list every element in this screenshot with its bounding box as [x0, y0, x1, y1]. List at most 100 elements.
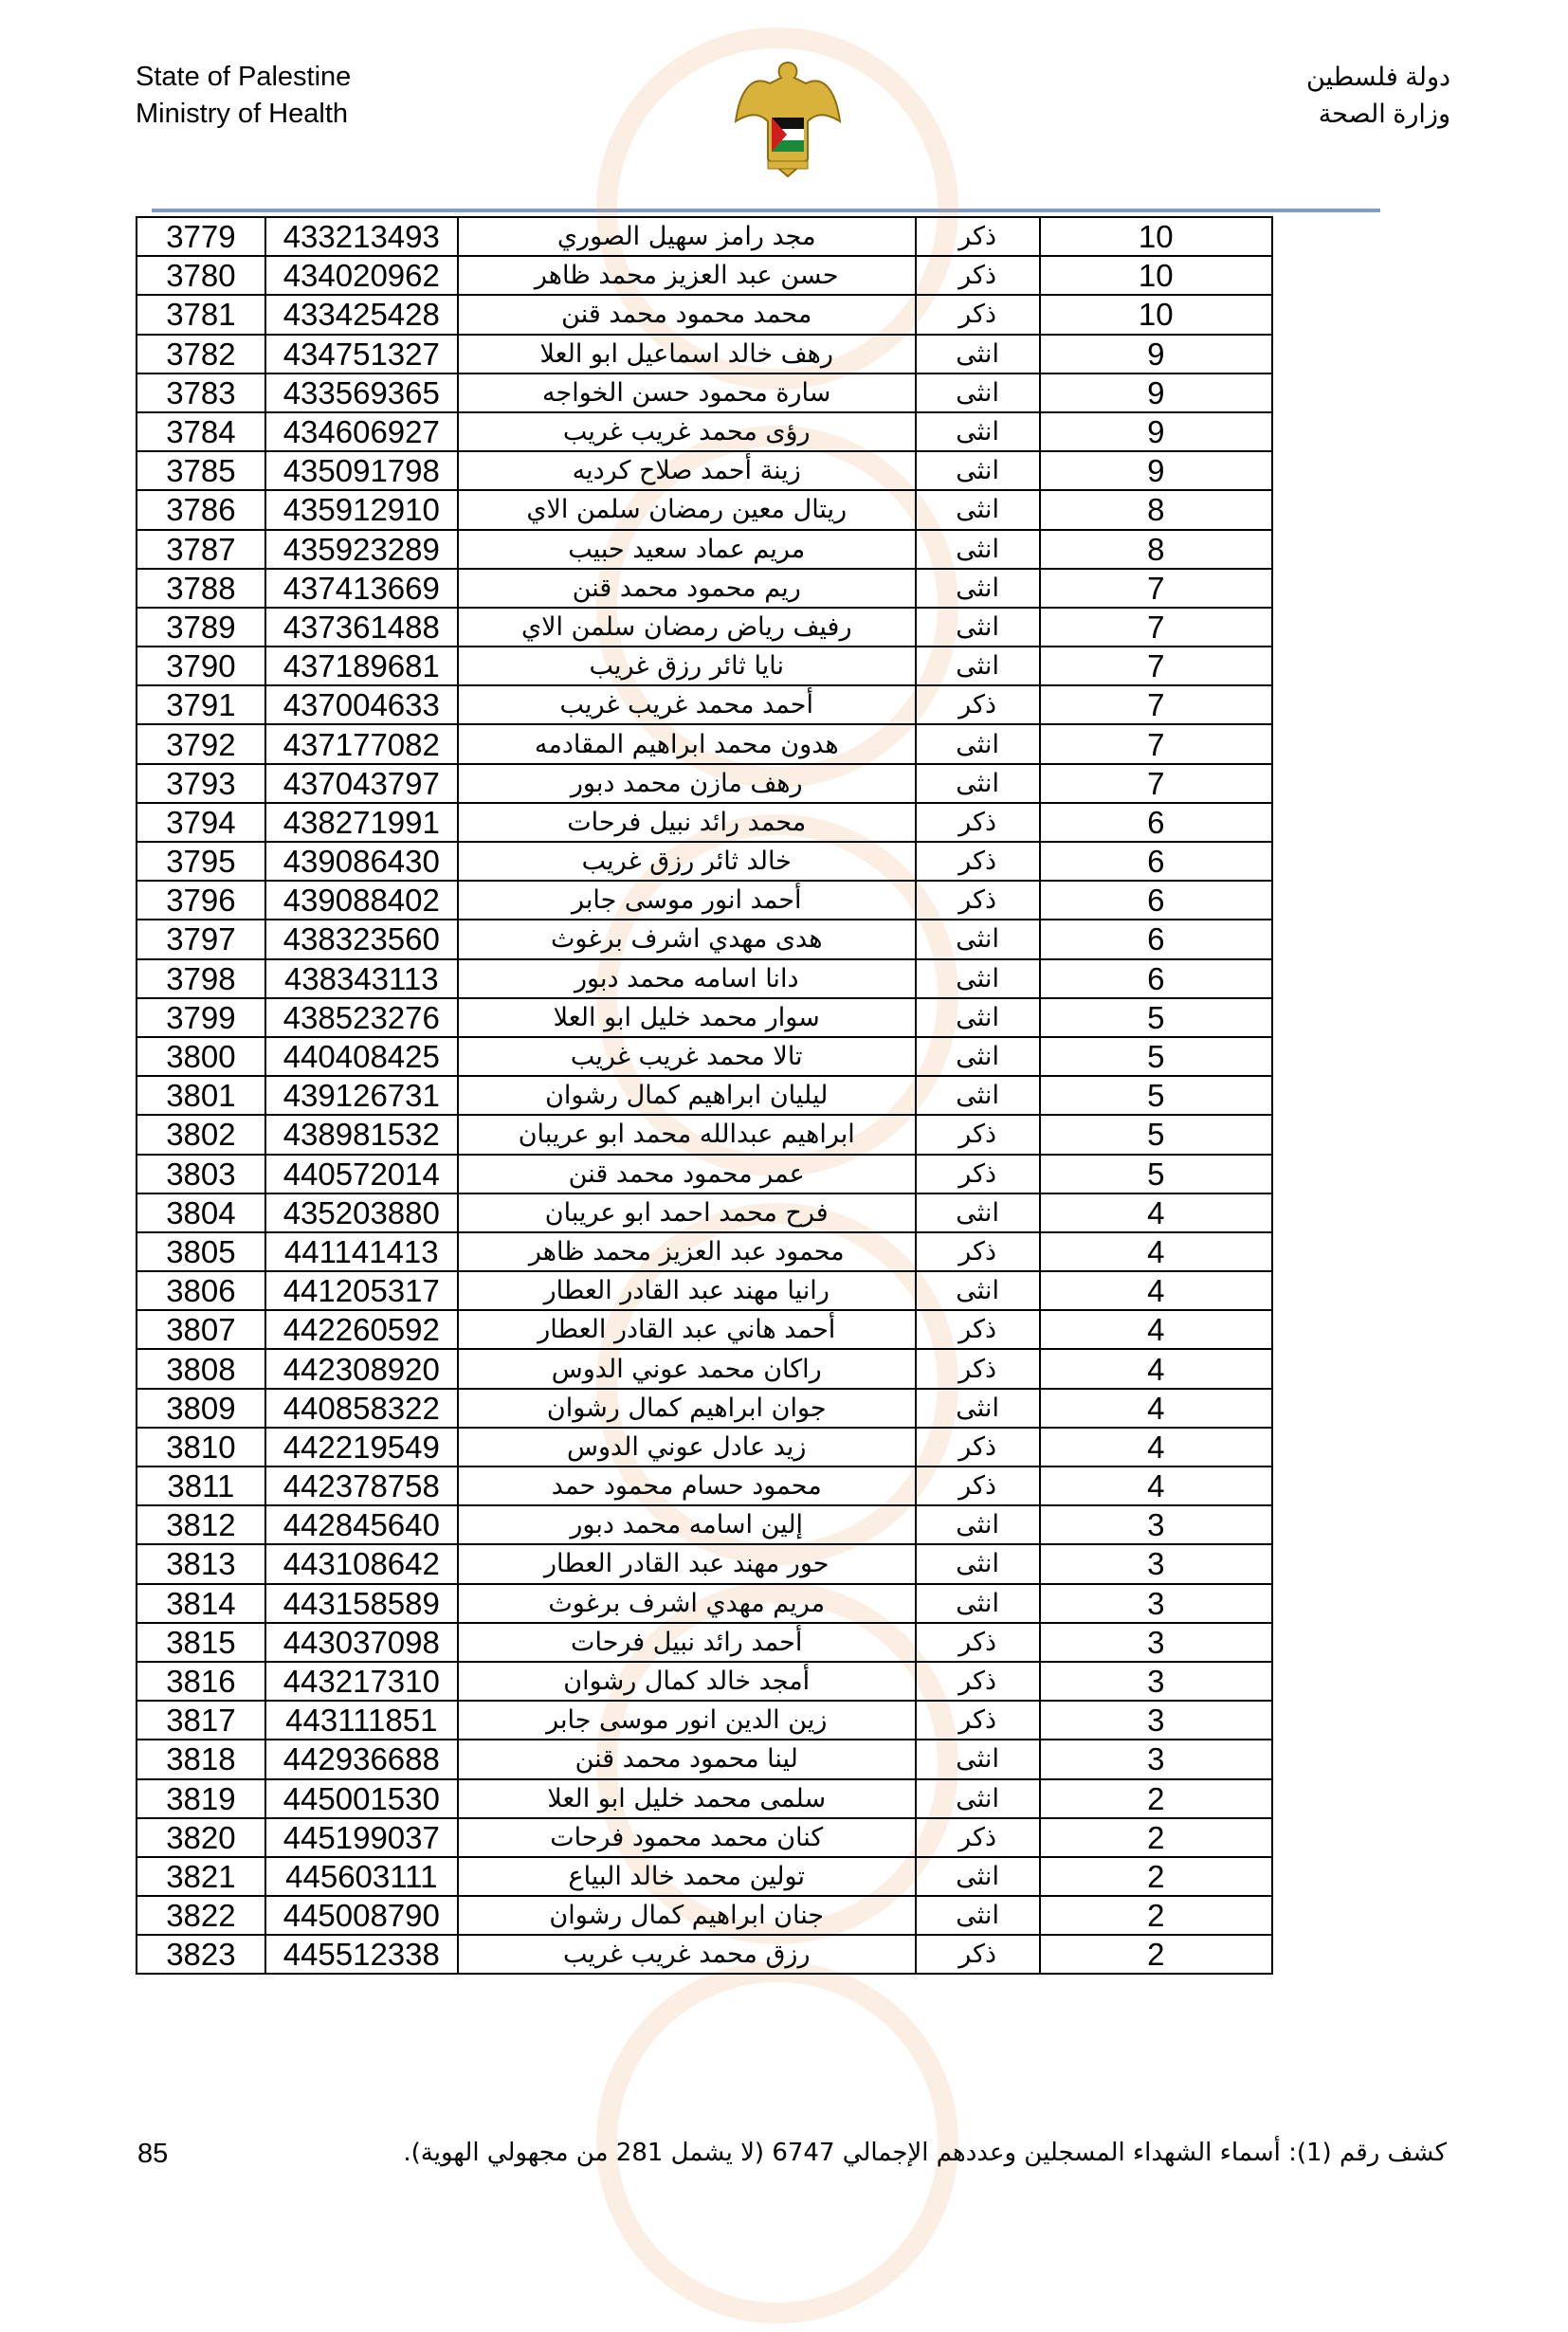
cell-name: ريتال معين رمضان سلمن الاي — [456, 489, 917, 531]
table-row: 3820 445199037 كنان محمد محمود فرحات ذكر 2 — [136, 1816, 1274, 1858]
cell-name: ابراهيم عبدالله محمد ابو عريبان — [456, 1114, 917, 1156]
cell-age: 5 — [1038, 996, 1274, 1038]
cell-gender: ذكر — [914, 840, 1041, 883]
cell-gender: انثى — [914, 1777, 1041, 1819]
cell-id: 442378758 — [264, 1465, 459, 1507]
table-row: 3785 435091798 زينة أحمد صلاح كرديه انثى 9 — [136, 450, 1274, 492]
cell-gender: انثى — [914, 1035, 1041, 1078]
cell-id: 433213493 — [264, 215, 459, 258]
cell-gender: انثى — [914, 450, 1041, 492]
cell-no: 3790 — [136, 646, 266, 687]
cell-no: 3806 — [136, 1270, 266, 1312]
cell-no: 3805 — [136, 1230, 266, 1273]
table-row: 3797 438323560 هدى مهدي اشرف برغوث انثى 6 — [136, 919, 1274, 960]
cell-age: 4 — [1038, 1309, 1274, 1351]
cell-age: 5 — [1038, 1035, 1274, 1078]
martyrs-table: 3779 433213493 مجد رامز سهيل الصوري ذكر 10 37… — [136, 215, 1274, 1976]
cell-age: 7 — [1038, 723, 1274, 765]
cell-gender: انثى — [914, 723, 1041, 765]
cell-no: 3792 — [136, 723, 266, 765]
table-row: 3784 434606927 رؤى محمد غريب غريب انثى 9 — [136, 410, 1274, 453]
cell-no: 3800 — [136, 1035, 266, 1078]
table-row: 3800 440408425 تالا محمد غريب غريب انثى 5 — [136, 1035, 1274, 1078]
cell-name: محمد رائد نبيل فرحات — [456, 801, 917, 844]
cell-id: 440572014 — [264, 1153, 459, 1194]
header-right: دولة فلسطين وزارة الصحة — [1306, 59, 1450, 133]
cell-name: تولين محمد خالد البياع — [456, 1855, 917, 1898]
cell-no: 3797 — [136, 919, 266, 960]
table-row: 3821 445603111 تولين محمد خالد البياع انثى 2 — [136, 1855, 1274, 1898]
cell-gender: انثى — [914, 489, 1041, 531]
cell-age: 5 — [1038, 1114, 1274, 1156]
cell-gender: انثى — [914, 762, 1041, 804]
cell-name: أحمد هاني عبد القادر العطار — [456, 1309, 917, 1351]
cell-no: 3816 — [136, 1660, 266, 1703]
cell-age: 10 — [1038, 294, 1274, 336]
cell-id: 440858322 — [264, 1387, 459, 1429]
cell-no: 3791 — [136, 684, 266, 726]
cell-gender: ذكر — [914, 1230, 1041, 1273]
cell-id: 437413669 — [264, 567, 459, 609]
cell-age: 6 — [1038, 880, 1274, 921]
cell-id: 442308920 — [264, 1348, 459, 1390]
cell-name: رؤى محمد غريب غريب — [456, 410, 917, 453]
cell-gender: انثى — [914, 606, 1041, 648]
cell-age: 9 — [1038, 450, 1274, 492]
cell-age: 4 — [1038, 1426, 1274, 1468]
table-row: 3791 437004633 أحمد محمد غريب غريب ذكر 7 — [136, 684, 1274, 726]
cell-no: 3822 — [136, 1895, 266, 1937]
cell-id: 440408425 — [264, 1035, 459, 1078]
cell-age: 8 — [1038, 528, 1274, 570]
cell-name: محمد محمود محمد قنن — [456, 294, 917, 336]
cell-id: 443108642 — [264, 1543, 459, 1585]
header-left: State of Palestine Ministry of Health — [136, 59, 351, 133]
cell-gender: انثى — [914, 1192, 1041, 1233]
cell-no: 3798 — [136, 957, 266, 999]
cell-id: 438323560 — [264, 919, 459, 960]
cell-name: سوار محمد خليل ابو العلا — [456, 996, 917, 1038]
cell-no: 3802 — [136, 1114, 266, 1156]
cell-age: 10 — [1038, 255, 1274, 297]
cell-name: هدون محمد ابراهيم المقادمه — [456, 723, 917, 765]
cell-no: 3808 — [136, 1348, 266, 1390]
cell-age: 2 — [1038, 1777, 1274, 1819]
cell-gender: انثى — [914, 957, 1041, 999]
cell-id: 437177082 — [264, 723, 459, 765]
cell-age: 6 — [1038, 801, 1274, 844]
cell-id: 442260592 — [264, 1309, 459, 1351]
cell-gender: ذكر — [914, 215, 1041, 258]
cell-name: هدى مهدي اشرف برغوث — [456, 919, 917, 960]
table-row: 3823 445512338 رزق محمد غريب غريب ذكر 2 — [136, 1934, 1274, 1976]
cell-no: 3818 — [136, 1739, 266, 1780]
cell-gender: ذكر — [914, 1153, 1041, 1194]
cell-no: 3796 — [136, 880, 266, 921]
cell-gender: ذكر — [914, 1700, 1041, 1741]
table-row: 3780 434020962 حسن عبد العزيز محمد ظاهر ذكر… — [136, 255, 1274, 297]
cell-id: 435091798 — [264, 450, 459, 492]
cell-age: 7 — [1038, 567, 1274, 609]
ministry-name-en: Ministry of Health — [136, 99, 349, 129]
cell-age: 3 — [1038, 1621, 1274, 1663]
cell-age: 7 — [1038, 762, 1274, 804]
cell-id: 443037098 — [264, 1621, 459, 1663]
cell-id: 439126731 — [264, 1075, 459, 1117]
cell-gender: ذكر — [914, 1309, 1041, 1351]
cell-no: 3785 — [136, 450, 266, 492]
cell-no: 3786 — [136, 489, 266, 531]
table-row: 3799 438523276 سوار محمد خليل ابو العلا انث… — [136, 996, 1274, 1038]
cell-name: جنان ابراهيم كمال رشوان — [456, 1895, 917, 1937]
cell-name: زيد عادل عوني الدوس — [456, 1426, 917, 1468]
cell-name: حسن عبد العزيز محمد ظاهر — [456, 255, 917, 297]
cell-gender: انثى — [914, 1543, 1041, 1585]
cell-name: رهف خالد اسماعيل ابو العلا — [456, 333, 917, 374]
cell-name: زين الدين انور موسى جابر — [456, 1700, 917, 1741]
cell-no: 3784 — [136, 410, 266, 453]
cell-no: 3787 — [136, 528, 266, 570]
cell-gender: ذكر — [914, 684, 1041, 726]
cell-age: 6 — [1038, 957, 1274, 999]
cell-name: ريم محمود محمد قنن — [456, 567, 917, 609]
table-row: 3808 442308920 راكان محمد عوني الدوس ذكر 4 — [136, 1348, 1274, 1390]
table-row: 3783 433569365 سارة محمود حسن الخواجه انثى 9 — [136, 372, 1274, 413]
cell-age: 9 — [1038, 333, 1274, 374]
cell-no: 3795 — [136, 840, 266, 883]
